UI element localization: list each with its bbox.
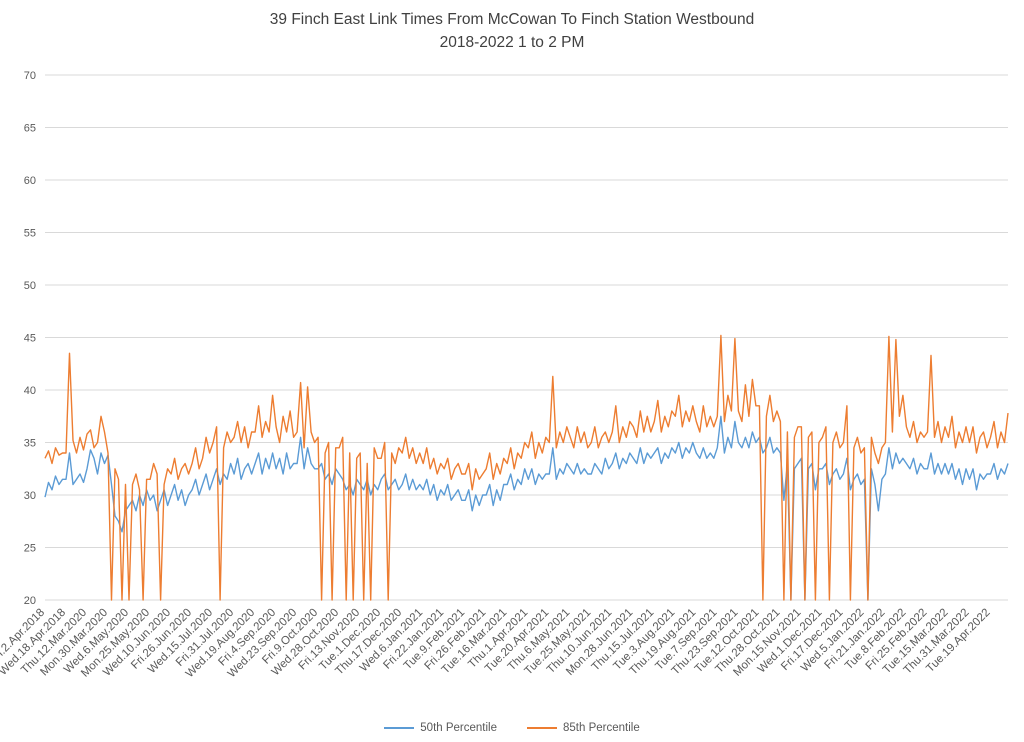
chart-title-line-2: 2018-2022 1 to 2 PM: [439, 34, 585, 51]
legend-item-85th-percentile: 85th Percentile: [527, 722, 640, 734]
legend-label-50th: 50th Percentile: [420, 722, 497, 734]
y-axis-tick-label: 70: [24, 70, 36, 82]
series-line-85th-percentile: [44, 334, 1009, 601]
chart-title: 39 Finch East Link Times From McCowan To…: [0, 8, 1024, 54]
series-line-50th-percentile: [44, 415, 1009, 601]
legend-line-swatch-85th: [527, 727, 557, 729]
y-axis-tick-label: 50: [24, 280, 36, 292]
legend: 50th Percentile 85th Percentile: [0, 722, 1024, 734]
y-axis-tick-label: 30: [24, 490, 36, 502]
y-axis-tick-label: 25: [24, 543, 36, 555]
y-axis-tick-label: 55: [24, 228, 36, 240]
y-axis-tick-label: 45: [24, 333, 36, 345]
y-axis-tick-label: 60: [24, 175, 36, 187]
chart-title-line-1: 39 Finch East Link Times From McCowan To…: [269, 11, 755, 28]
legend-line-swatch-50th: [384, 727, 415, 729]
y-axis-tick-label: 40: [24, 385, 36, 397]
y-axis-tick-label: 65: [24, 123, 36, 135]
legend-label-85th: 85th Percentile: [563, 722, 640, 734]
y-axis-tick-label: 35: [24, 438, 36, 450]
legend-item-50th-percentile: 50th Percentile: [384, 722, 497, 734]
y-axis-tick-label: 20: [24, 595, 36, 607]
